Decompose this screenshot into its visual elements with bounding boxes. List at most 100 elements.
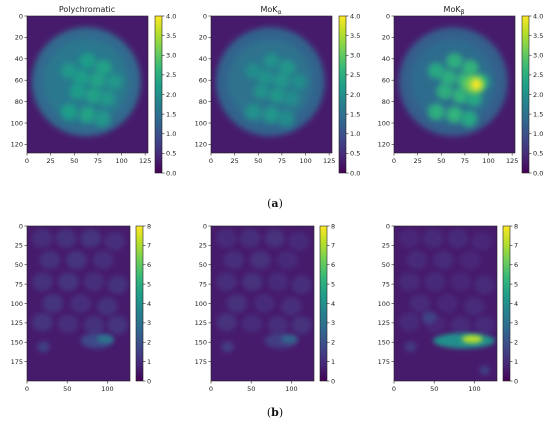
colorbar-tick-label: 0.5 [533,150,543,158]
grain-blob [85,87,103,104]
y-tick-label: 120 [11,141,23,149]
colorbar-tick-label: 7 [147,242,151,250]
grain-blob [254,294,275,313]
grain-blob [79,106,96,123]
axes-frame [26,15,149,154]
heatmap-panel-4: 0 50 100 0 25 50 75 100 125 150 175 0 1 2 3 4 5 6 7 8 [11,222,152,393]
grain-blob [83,272,105,292]
colorbar-tick-label: 1.5 [166,110,176,118]
colorbar-tick-label: 1 [147,358,151,366]
grain-blob [223,250,244,270]
grain-blob [94,59,112,77]
y-tick-label: 40 [15,55,23,63]
grain-blob [93,110,111,127]
colorbar-tick-label: 2.0 [166,91,176,99]
y-tick-label: 125 [195,319,207,327]
grain-blob [216,272,237,292]
grain-blob [437,294,458,313]
heatmap-panel-5: 0 50 100 0 25 50 75 100 125 150 175 0 1 2 3 4 5 6 7 8 [195,222,336,393]
heatmap-image [27,16,148,153]
grain-blob [244,103,262,121]
x-tick-label: 0 [209,157,213,165]
grain-blob [60,103,78,121]
grain-blob [447,229,469,248]
colorbar-tick-label: 1.5 [533,110,543,118]
grain-blob [267,315,289,335]
colorbar-tick-label: 4 [514,300,518,308]
colorbar-tick-label: 4.0 [350,12,360,20]
grain-blob [250,250,271,270]
grain-blob [399,229,420,248]
colorbar-tick-label: 6 [147,261,151,269]
grain-blob [216,229,237,248]
y-tick-label: 20 [382,34,390,42]
grain-blob [460,110,478,127]
grain-blob [464,297,485,316]
grain-blob [291,275,312,295]
y-tick-label: 100 [11,300,23,308]
grain-blob [471,232,492,251]
grain-blob [253,83,271,100]
grain-blob [439,69,457,86]
x-tick-label: 50 [70,157,78,165]
x-tick-label: 0 [25,157,29,165]
x-tick-label: 100 [468,385,480,393]
grain-blob [70,294,91,313]
x-tick-label: 0 [25,385,29,393]
y-tick-label: 125 [11,319,23,327]
heatmap-image [394,16,515,153]
y-tick-label: 175 [195,358,207,366]
heatmap-image [394,226,497,381]
colorbar [155,16,162,173]
y-tick-label: 60 [199,77,207,85]
y-tick-label: 20 [15,34,23,42]
grain-blob [32,312,53,332]
y-tick-label: 80 [15,98,23,106]
grain-blob [39,250,60,270]
colorbar-tick-label: 3.5 [533,32,543,40]
colorbar-tick-label: 4.0 [533,12,543,20]
y-tick-label: 175 [11,358,23,366]
grain-blob [267,272,289,292]
colorbar-tick-label: 0 [147,377,151,385]
grain-blob [406,250,427,270]
y-tick-label: 0 [386,222,390,230]
grain-blob [450,272,472,292]
grain-blob [277,110,295,127]
colorbar [503,226,510,381]
grain-blob [276,250,298,270]
colorbar-tick-label: 1.5 [350,110,360,118]
y-tick-label: 150 [195,339,207,347]
panel-title: Polychromatic [59,5,115,14]
heatmap-image [211,226,314,381]
colorbar-tick-label: 3.0 [350,52,360,60]
y-tick-label: 25 [382,242,390,250]
grain-blob [256,69,274,86]
x-tick-label: 50 [430,385,438,393]
y-tick-label: 0 [19,222,23,230]
colorbar [320,226,327,381]
colorbar-tick-label: 0.0 [166,169,176,177]
colorbar [339,16,346,173]
y-tick-label: 0 [386,12,390,20]
x-tick-label: 125 [506,157,518,165]
x-tick-label: 125 [323,157,335,165]
grain-blob [32,229,53,248]
grain-blob [461,59,479,77]
grain-blob [263,106,280,123]
colorbar-tick-label: 4 [331,300,335,308]
x-tick-label: 0 [209,385,213,393]
colorbar-tick-label: 1 [331,358,335,366]
colorbar-tick-label: 3 [331,319,335,327]
colorbar-tick-label: 3.5 [166,32,176,40]
x-tick-label: 100 [101,385,113,393]
panel-title: MoKα [260,5,281,16]
grain-blob [446,52,463,70]
grain-blob [278,59,296,77]
corner-spot [479,365,490,375]
grain-blob [79,52,96,70]
grain-blob [272,72,290,89]
colorbar-tick-label: 0.5 [350,150,360,158]
grain-blob [241,272,263,292]
